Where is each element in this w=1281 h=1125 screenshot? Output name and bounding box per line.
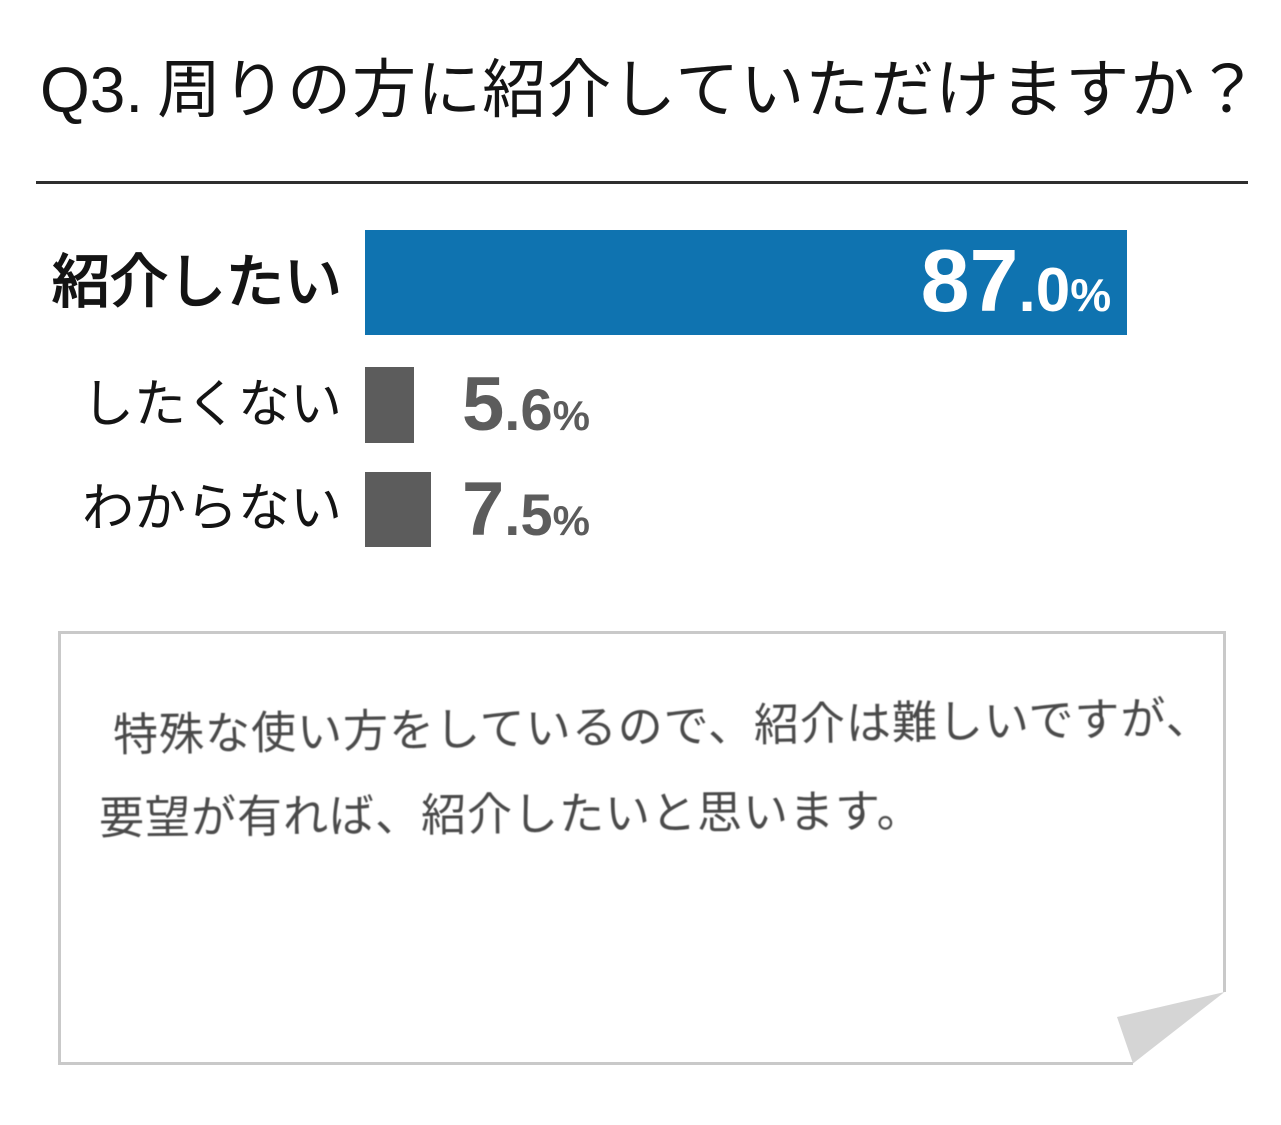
page-title: Q3. 周りの方に紹介していただけますか？ [40,46,1260,136]
value-label-87-percent: 87.0% [921,236,1112,325]
comment-note-card: 特殊な使い方をしているので、紹介は難しいですが、 要望が有れば、紹介したいと思い… [57,630,1227,1066]
handwriting-line-2: 要望が有れば、紹介したいと思います。 [98,784,923,845]
bar-label-wakaranai: わからない [81,480,342,538]
value-decimal: .6 [504,378,553,443]
value-integer: 5 [462,362,505,447]
bar-label-shoukai-shitai: 紹介したい [51,250,342,315]
percent-sign: % [552,497,591,544]
question-number: Q3. [40,54,144,126]
bar-wakaranai [365,472,431,547]
folded-corner-icon [1117,992,1225,1064]
value-label-7-5-percent: 7.5% [462,472,591,549]
percent-sign: % [1070,268,1112,321]
value-integer: 7 [462,467,505,552]
note-border [58,631,1226,1065]
value-decimal: .5 [504,483,553,548]
value-integer: 87 [920,230,1019,330]
value-label-5-6-percent: 5.6% [462,367,591,444]
bar-shoukai-shitai: 87.0% [365,230,1128,335]
percent-sign: % [552,392,591,439]
value-decimal: .0 [1018,255,1071,325]
bar-shitakunai [365,367,415,443]
question-text: 周りの方に紹介していただけますか？ [157,54,1261,126]
title-divider [36,181,1248,184]
bar-label-shitakunai: したくない [81,376,342,434]
